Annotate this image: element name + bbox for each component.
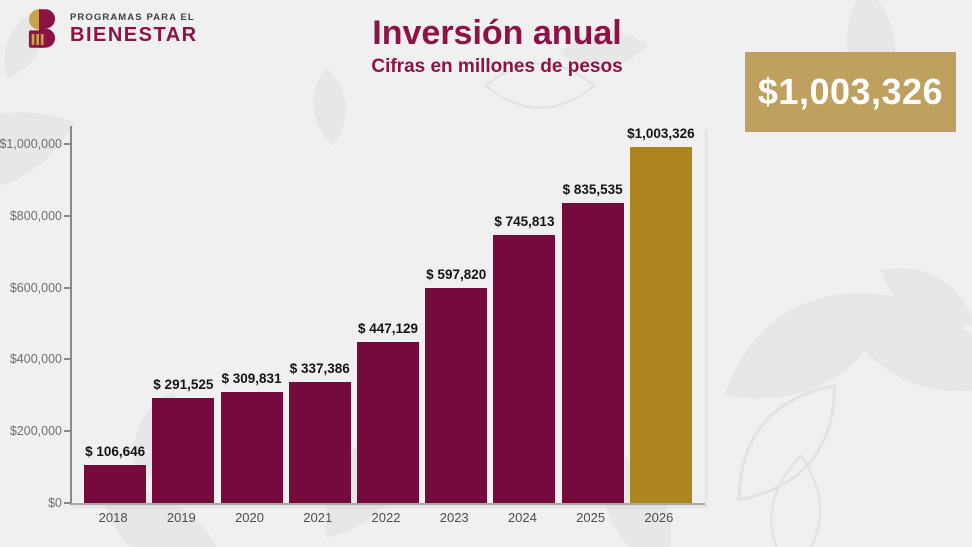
bar-2022	[356, 342, 420, 503]
y-tick-mark	[64, 286, 70, 289]
bar-2018	[84, 464, 147, 503]
bar-value-label: $ 835,535	[562, 182, 623, 198]
programas-bienestar-logo: PROGRAMAS PARA EL BIENESTAR	[28, 9, 198, 49]
y-tick-label: $600,000	[9, 280, 62, 295]
logo-bottom-text: BIENESTAR	[70, 23, 198, 46]
y-tick-mark	[64, 214, 70, 217]
highlight-value: $1,003,326	[757, 71, 944, 112]
y-tick-label: $400,000	[9, 352, 62, 367]
x-tick-label: 2020	[235, 510, 264, 525]
bar-cell-2021: $ 337,386	[286, 126, 354, 503]
y-tick-label: $0	[48, 496, 62, 510]
x-tick-label: 2023	[439, 510, 469, 525]
bar-cell-2026: $1,003,326	[627, 126, 695, 503]
x-tick-label: 2018	[98, 510, 128, 525]
bar-cell-2020: $ 309,831	[217, 126, 285, 503]
page-subtitle: Cifras en millones de pesos	[371, 56, 623, 77]
x-tick-label: 2021	[303, 510, 333, 525]
bar-cell-2019: $ 291,525	[149, 126, 217, 503]
x-tick-label: 2019	[166, 510, 196, 525]
bar-2019	[152, 398, 215, 503]
highlight-value-box: $1,003,326	[745, 52, 956, 132]
logo-top-text: PROGRAMAS PARA EL	[70, 11, 195, 23]
plot-area: $ 106,646 $ 291,525 $ 309,831 $ 337,386 $ 44…	[64, 126, 705, 505]
title-block: Inversión anual Cifras en millones de pe…	[186, 14, 808, 78]
y-tick-mark	[64, 142, 70, 145]
bienestar-logo-icon	[28, 9, 56, 48]
x-tick-label: 2024	[507, 510, 537, 525]
bar-2025	[561, 203, 624, 503]
x-tick-label: 2025	[576, 510, 606, 525]
bar-value-label: $1,003,326	[627, 126, 695, 141]
bar-cell-2025: $ 835,535	[559, 126, 627, 503]
bar-value-label: $ 106,646	[85, 443, 146, 459]
logo-text: PROGRAMAS PARA EL BIENESTAR	[70, 12, 198, 47]
x-axis: 2018 2019 2020 2021 2022 2023 2024 2025 2026	[70, 510, 703, 525]
bar-2020	[220, 391, 283, 503]
x-tick-label: 2026	[644, 510, 674, 525]
y-tick-label: $800,000	[9, 208, 62, 223]
y-axis: $0 $200,000 $400,000 $600,000 $800,000 $1,000…	[0, 126, 62, 510]
x-tick-label: 2022	[371, 510, 401, 525]
bar-value-label: $ 309,831	[221, 370, 282, 386]
bar-cell-2018: $ 106,646	[81, 126, 149, 503]
y-tick-label: $1,000,000	[0, 136, 62, 151]
y-tick-mark	[64, 430, 70, 433]
bar-value-label: $ 745,813	[494, 214, 555, 230]
bar-2026	[629, 147, 692, 503]
bar-2024	[493, 235, 556, 503]
bar-2023	[425, 288, 488, 503]
bar-cell-2024: $ 745,813	[490, 126, 558, 503]
bars-row: $ 106,646 $ 291,525 $ 309,831 $ 337,386 $ 44…	[72, 126, 705, 503]
y-tick-label: $200,000	[9, 424, 62, 439]
bar-cell-2023: $ 597,820	[422, 126, 490, 503]
bar-cell-2022: $ 447,129	[354, 126, 422, 503]
y-tick-mark	[64, 502, 70, 504]
bar-value-label: $ 291,525	[153, 377, 214, 393]
bar-value-label: $ 447,129	[357, 321, 419, 337]
page-title: Inversión anual	[372, 14, 622, 52]
bar-value-label: $ 337,386	[289, 360, 350, 376]
y-tick-mark	[64, 358, 70, 361]
bar-value-label: $ 597,820	[426, 267, 487, 283]
bar-2021	[288, 381, 351, 503]
